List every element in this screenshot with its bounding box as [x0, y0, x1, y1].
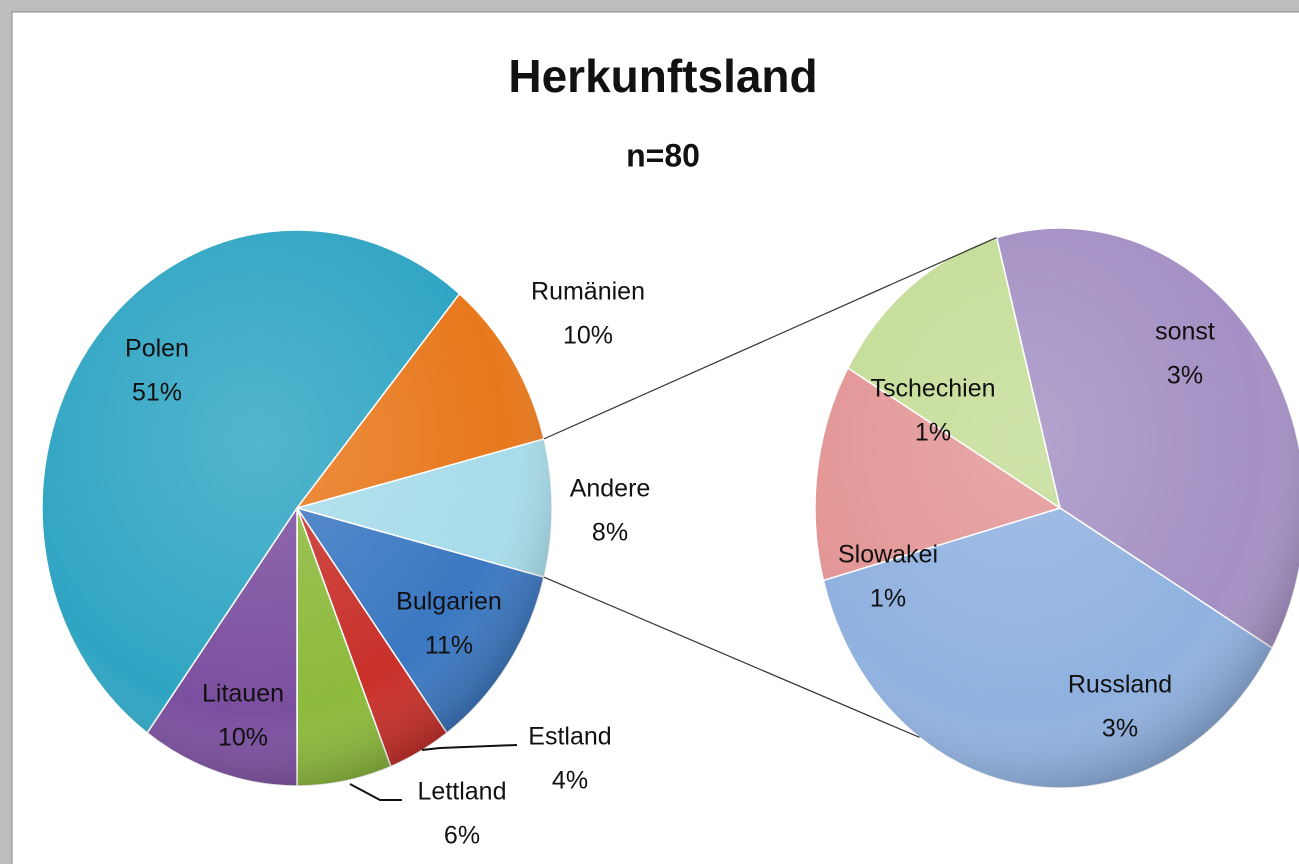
slice-value-label: 10%	[218, 724, 268, 752]
slice-label: sonst	[1155, 318, 1215, 346]
slice-value-label: 1%	[915, 419, 951, 447]
leader-line	[421, 744, 518, 751]
slice-value-label: 51%	[132, 379, 182, 407]
slice-label: Estland	[528, 723, 611, 751]
connector-line	[543, 576, 920, 738]
connector-line	[543, 236, 997, 440]
slice-label: Tschechien	[870, 375, 995, 403]
slice-label: Lettland	[418, 778, 507, 806]
slice-value-label: 11%	[425, 632, 473, 660]
slice-label: Bulgarien	[396, 588, 502, 616]
slice-value-label: 1%	[870, 585, 906, 613]
slice-label: Russland	[1068, 671, 1172, 699]
slice-value-label: 6%	[444, 822, 480, 850]
slice-value-label: 4%	[552, 767, 588, 795]
chart-title: Herkunftsland	[508, 50, 817, 102]
slice-value-label: 8%	[592, 519, 628, 547]
slice-label: Slowakei	[838, 541, 938, 569]
leader-line	[349, 783, 402, 801]
slice-label: Litauen	[202, 680, 284, 708]
slice-label: Rumänien	[531, 278, 645, 306]
chart-subtitle: n=80	[626, 137, 700, 173]
slice-label: Polen	[125, 335, 189, 363]
slice-label: Andere	[570, 475, 651, 503]
slice-value-label: 10%	[563, 322, 613, 350]
slice-value-label: 3%	[1102, 715, 1138, 743]
slice-value-label: 3%	[1167, 362, 1203, 390]
